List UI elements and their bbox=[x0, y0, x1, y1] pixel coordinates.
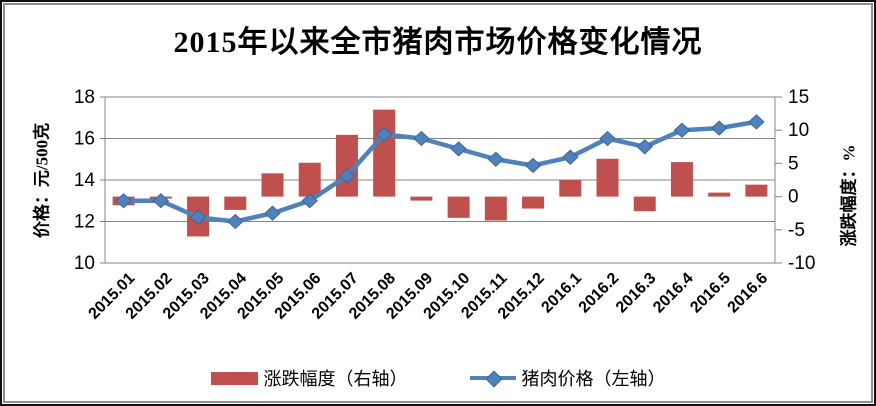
right-axis-tick-label: -10 bbox=[788, 253, 815, 274]
right-axis-tick-label: 5 bbox=[788, 153, 799, 174]
right-axis-tick-label: 10 bbox=[788, 120, 809, 141]
bar-2016.4 bbox=[670, 162, 693, 197]
x-axis-label-2016.4: 2016.4 bbox=[650, 270, 697, 317]
price-point-2016.5 bbox=[710, 120, 728, 136]
price-point-2015.04 bbox=[227, 213, 244, 230]
right-axis-title: 涨跌幅度：% bbox=[839, 144, 859, 247]
price-point-2016.1 bbox=[562, 149, 579, 165]
price-point-2015.11 bbox=[487, 151, 505, 167]
left-axis-tick-label: 14 bbox=[74, 170, 96, 191]
x-axis-label-2016.1: 2016.1 bbox=[538, 270, 585, 317]
right-axis-tick-label: 0 bbox=[788, 187, 799, 208]
bar-2016.5 bbox=[708, 192, 731, 197]
x-axis-label-2016.6: 2016.6 bbox=[725, 270, 772, 317]
price-point-2015.10 bbox=[450, 141, 467, 157]
price-point-2015.01 bbox=[115, 193, 132, 209]
price-point-2015.12 bbox=[524, 157, 542, 174]
left-axis-tick-label: 10 bbox=[74, 253, 95, 274]
bar-2015.05 bbox=[261, 173, 284, 197]
price-point-2016.4 bbox=[673, 122, 691, 138]
price-line bbox=[121, 119, 759, 224]
line-series-swatch bbox=[469, 370, 516, 388]
bar-2015.09 bbox=[410, 196, 433, 201]
diamond-marker-icon bbox=[485, 370, 502, 388]
legend-item-price: 猪肉价格（左轴） bbox=[469, 365, 666, 391]
left-axis-title: 价格：元/500克 bbox=[32, 122, 52, 239]
bar-2016.2 bbox=[596, 158, 619, 197]
x-axis-label-2016.3: 2016.3 bbox=[613, 270, 660, 317]
price-point-2015.05 bbox=[264, 205, 281, 221]
legend: 涨跌幅度（右轴） 猪肉价格（左轴） bbox=[5, 361, 871, 395]
left-axis-tick-label: 12 bbox=[74, 212, 95, 233]
bar-2016.6 bbox=[745, 184, 768, 197]
bar-2015.08 bbox=[373, 109, 396, 197]
bar-2016.1 bbox=[559, 180, 582, 197]
bar-2015.11 bbox=[484, 196, 507, 221]
price-point-2015.09 bbox=[413, 130, 430, 147]
line-series-label: 猪肉价格（左轴） bbox=[521, 369, 666, 389]
plot-area: 1816141210151050-5-102015.012015.022015.… bbox=[74, 87, 816, 323]
price-point-2016.6 bbox=[748, 114, 765, 130]
price-point-2015.08 bbox=[375, 126, 393, 143]
bar-2015.10 bbox=[447, 196, 470, 218]
bar-2015.12 bbox=[522, 196, 545, 209]
left-axis-tick-label: 18 bbox=[74, 87, 95, 108]
chart-canvas: 2015年以来全市猪肉市场价格变化情况 18 16 14 12 10 15 10 5 0 -5 -1… bbox=[3, 3, 873, 403]
right-axis-tick-label: 15 bbox=[788, 87, 809, 108]
x-axis-label-2016.2: 2016.2 bbox=[576, 270, 623, 317]
price-point-2015.03 bbox=[189, 209, 207, 226]
price-point-2015.02 bbox=[152, 193, 170, 209]
bar-series-swatch bbox=[210, 371, 258, 385]
bar-2015.04 bbox=[224, 196, 247, 210]
price-point-2015.07 bbox=[338, 168, 356, 184]
price-point-2016.2 bbox=[599, 130, 616, 147]
chart-title: 2015年以来全市猪肉市场价格变化情况 bbox=[173, 26, 703, 59]
bar-2015.06 bbox=[298, 162, 321, 197]
right-axis-tick-label: -5 bbox=[788, 220, 805, 241]
legend-item-change: 涨跌幅度（右轴） bbox=[210, 365, 408, 391]
x-axis-label-2016.5: 2016.5 bbox=[687, 270, 734, 317]
left-axis-tick-label: 16 bbox=[74, 129, 95, 150]
price-point-2016.3 bbox=[636, 139, 653, 155]
bar-2016.3 bbox=[633, 196, 656, 212]
bar-series-label: 涨跌幅度（右轴） bbox=[263, 369, 408, 389]
price-point-2015.06 bbox=[301, 193, 318, 209]
